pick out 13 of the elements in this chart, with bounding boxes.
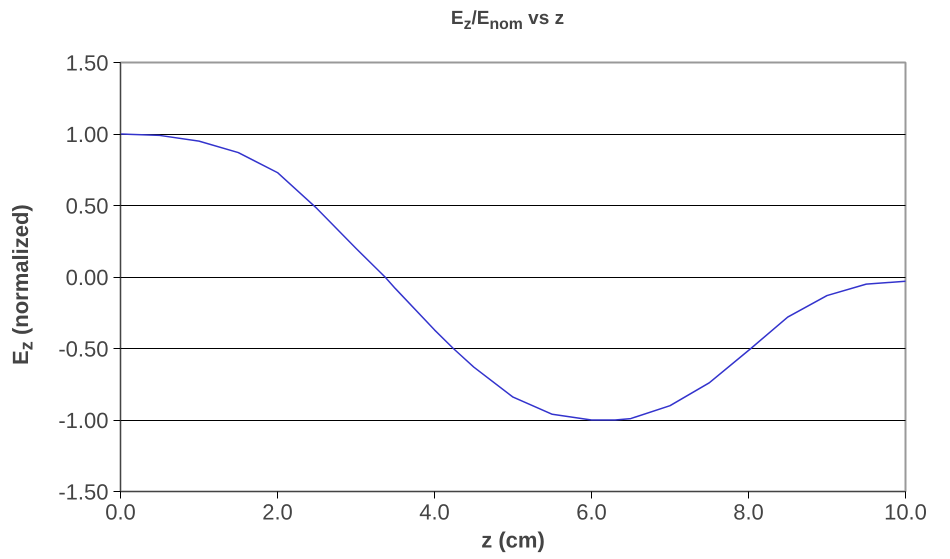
x-tick-label: 8.0 bbox=[733, 500, 764, 524]
x-tick-label: 6.0 bbox=[576, 500, 607, 524]
chart-title: E$_{z}$/E$_{nom}$ vs z bbox=[450, 7, 566, 35]
y-tick-label: 1.00 bbox=[66, 122, 109, 147]
x-tick-label: 10.0 bbox=[884, 500, 927, 524]
x-tick-label: 4.0 bbox=[419, 500, 450, 524]
y-tick-label: 1.50 bbox=[66, 50, 109, 76]
x-tick-label: 2.0 bbox=[262, 500, 293, 524]
y-tick-label: -1.00 bbox=[58, 408, 109, 433]
y-tick-label: 0.50 bbox=[66, 194, 109, 218]
y-tick-label: 0.00 bbox=[66, 265, 109, 290]
y-tick-label: -0.50 bbox=[58, 336, 109, 362]
x-axis-title: z (cm) bbox=[481, 528, 545, 552]
